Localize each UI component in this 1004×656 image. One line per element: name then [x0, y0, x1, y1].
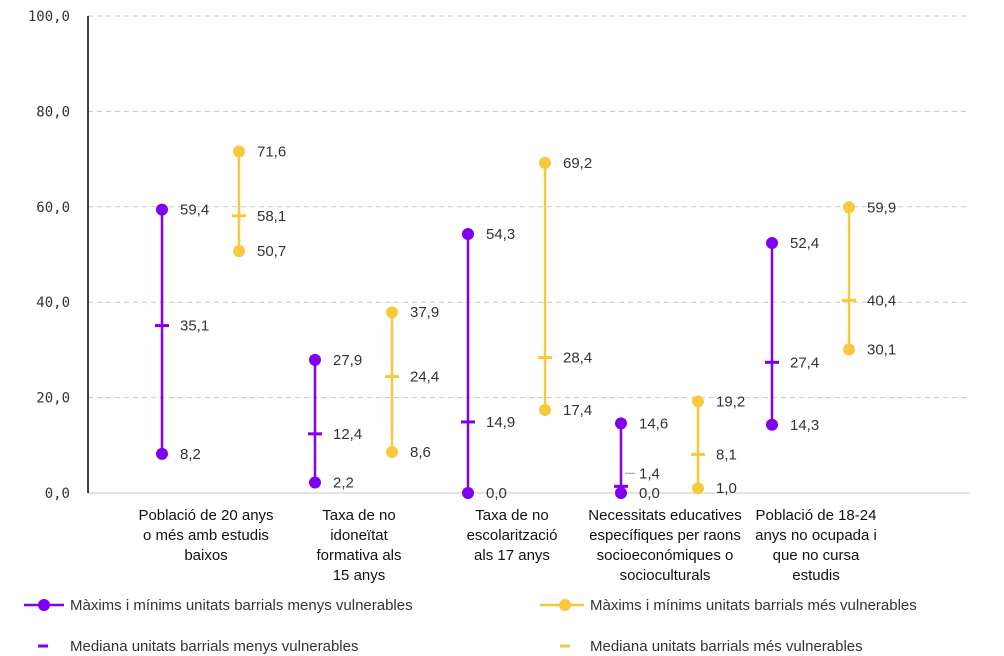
category-label: Població de 18-24	[756, 507, 877, 524]
min-point	[766, 418, 778, 431]
min-value-label: 1,0	[716, 480, 737, 497]
y-tick-label: 20,0	[36, 391, 70, 407]
category-label: als 17 anys	[474, 547, 550, 564]
max-value-label: 54,3	[486, 226, 515, 243]
max-point	[843, 201, 855, 214]
max-point	[539, 156, 551, 169]
max-value-label: 69,2	[563, 155, 592, 172]
category-label: específiques per raons	[589, 527, 741, 544]
median-value-label: 8,1	[716, 446, 737, 463]
legend-range-marker	[559, 599, 571, 611]
min-point	[692, 482, 704, 495]
max-value-label: 14,6	[639, 415, 668, 432]
min-value-label: 30,1	[867, 341, 896, 358]
max-value-label: 52,4	[790, 235, 819, 252]
category-label: Necessitats educatives	[588, 507, 741, 524]
max-point	[386, 306, 398, 319]
max-point	[462, 227, 474, 240]
min-point	[233, 245, 245, 258]
min-value-label: 8,6	[410, 444, 431, 461]
max-point	[233, 145, 245, 158]
category-label: Taxa de no	[322, 507, 395, 524]
category-label: socioculturals	[620, 567, 711, 584]
y-tick-label: 100,0	[28, 9, 70, 25]
max-value-label: 19,2	[716, 393, 745, 410]
max-point	[692, 395, 704, 408]
y-tick-label: 80,0	[36, 104, 70, 120]
category-label: baixos	[184, 547, 227, 564]
max-value-label: 59,4	[180, 202, 209, 219]
min-value-label: 50,7	[257, 243, 286, 260]
category-labels: Població de 20 anys o més amb estudis baix…	[138, 507, 876, 584]
category-label: Taxa de no	[475, 507, 548, 524]
min-point	[462, 487, 474, 499]
median-value-label: 27,4	[790, 354, 819, 371]
category-label: que no cursa	[773, 547, 860, 564]
min-point	[156, 447, 168, 460]
median-value-label: 58,1	[257, 208, 286, 225]
min-point	[309, 476, 321, 489]
legend-label: Màxims i mínims unitats barrials més vul…	[590, 597, 917, 614]
gridlines	[88, 15, 970, 494]
median-value-label: 14,9	[486, 414, 515, 431]
min-point	[843, 343, 855, 356]
median-value-label: 28,4	[563, 350, 592, 367]
max-point	[156, 203, 168, 216]
min-value-label: 8,2	[180, 446, 201, 463]
y-tick-label: 40,0	[36, 295, 70, 311]
min-point	[615, 487, 627, 499]
legend-label: Mediana unitats barrials menys vulnerabl…	[70, 638, 358, 655]
max-point	[615, 417, 627, 430]
min-value-label: 14,3	[790, 417, 819, 434]
y-axis-ticks: 0,0 20,0 40,0 60,0 80,0 100,0	[28, 9, 70, 502]
max-value-label: 71,6	[257, 143, 286, 160]
median-value-label: 12,4	[333, 426, 362, 443]
median-value-label: 24,4	[410, 369, 439, 386]
min-value-label: 0,0	[486, 485, 507, 502]
category-label: escolarització	[467, 527, 558, 544]
max-point	[766, 237, 778, 250]
category-label: o més amb estudis	[143, 527, 269, 544]
category-label: anys no ocupada i	[755, 527, 877, 544]
category-label: Població de 20 anys	[138, 507, 273, 524]
category-label: estudis	[792, 567, 840, 584]
median-value-label: 40,4	[867, 292, 896, 309]
median-value-label: 1,4	[639, 465, 660, 482]
min-point	[386, 445, 398, 458]
min-value-label: 2,2	[333, 475, 354, 492]
category-label: socioeconómiques o	[597, 547, 734, 564]
legend: Màxims i mínims unitats barrials menys v…	[24, 597, 917, 655]
min-value-label: 0,0	[639, 485, 660, 502]
min-point	[539, 404, 551, 417]
legend-label: Màxims i mínims unitats barrials menys v…	[70, 597, 413, 614]
y-tick-label: 60,0	[36, 200, 70, 216]
y-tick-label: 0,0	[45, 486, 70, 502]
median-value-label: 35,1	[180, 318, 209, 335]
category-label: 15 anys	[333, 567, 386, 584]
max-point	[309, 353, 321, 366]
max-value-label: 27,9	[333, 352, 362, 369]
max-value-label: 37,9	[410, 304, 439, 321]
category-label: idoneïtat	[330, 527, 388, 544]
legend-range-marker	[38, 599, 50, 611]
max-value-label: 59,9	[867, 199, 896, 216]
range-series: 59,4 8,2 35,1 27,9 2,2 12,4 54,3 0,0 14,9 14,6 0,0…	[155, 143, 896, 502]
category-label: formativa als	[316, 547, 401, 564]
min-value-label: 17,4	[563, 402, 592, 419]
legend-label: Mediana unitats barrials més vulnerables	[590, 638, 863, 655]
